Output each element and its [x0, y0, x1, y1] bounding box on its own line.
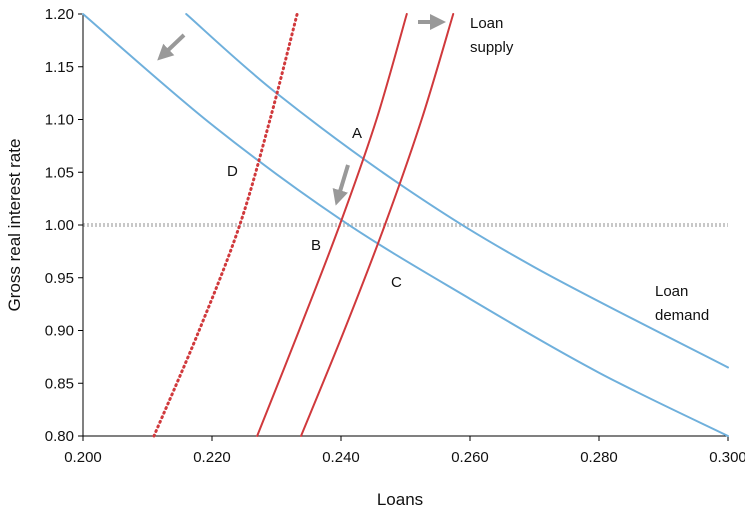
annotation: D	[227, 163, 238, 180]
y-tick-label: 1.10	[45, 112, 74, 129]
y-tick-label: 1.15	[45, 59, 74, 76]
x-tick-label: 0.240	[322, 449, 360, 466]
x-tick-label: 0.220	[193, 449, 231, 466]
series-line	[152, 12, 299, 438]
shift-arrow	[157, 33, 186, 61]
annotation: Loan supply	[470, 15, 514, 56]
x-tick-label: 0.300	[709, 449, 745, 466]
y-axis-label: Gross real interest rate	[5, 139, 24, 312]
x-tick-label: 0.280	[580, 449, 618, 466]
annotation: A	[352, 125, 363, 142]
y-tick-label: 1.20	[45, 6, 74, 23]
x-tick-label: 0.260	[451, 449, 489, 466]
series-line	[82, 13, 729, 437]
y-tick-label: 0.85	[45, 375, 74, 392]
arrows	[157, 14, 446, 206]
shift-arrow	[332, 164, 350, 206]
y-tick-label: 1.05	[45, 164, 74, 181]
y-tick-label: 0.80	[45, 428, 74, 445]
annotation: B	[311, 237, 322, 254]
series-line	[256, 13, 408, 437]
series-line	[185, 13, 729, 369]
annotation: C	[391, 274, 402, 291]
y-tick-label: 0.90	[45, 323, 74, 340]
y-tick-label: 1.00	[45, 217, 74, 234]
annotation: Loan demand	[655, 283, 710, 324]
x-tick-label: 0.200	[64, 449, 102, 466]
series-line	[300, 13, 455, 437]
x-axis-label: Loans	[377, 490, 423, 509]
y-tick-label: 0.95	[45, 270, 74, 287]
